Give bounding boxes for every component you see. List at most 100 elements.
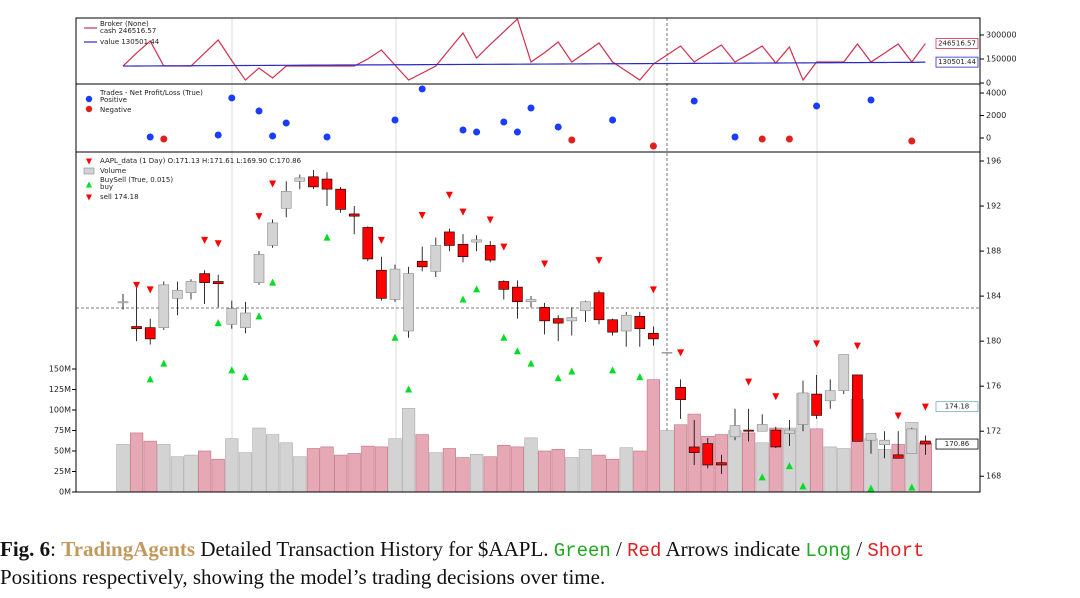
series-line — [122, 17, 926, 82]
crosshair — [76, 18, 980, 492]
sell-marker — [214, 240, 222, 248]
buy-marker — [785, 462, 793, 470]
candle-body — [403, 273, 414, 332]
y2-tick-label: 75M — [54, 426, 71, 435]
volume-bar — [442, 448, 457, 493]
buy-marker — [459, 295, 467, 303]
candle-body — [879, 439, 890, 446]
trade-dot — [418, 85, 426, 93]
candle-body — [158, 284, 170, 328]
candle-body — [892, 454, 904, 459]
volume-bar — [252, 427, 266, 493]
volume-bar — [469, 453, 484, 493]
volume-bar — [238, 452, 253, 493]
y-tick-label: 300000 — [986, 30, 1017, 39]
candle-body — [240, 312, 251, 328]
caption-text: Detailed Transaction History for $AAPL. — [200, 537, 549, 561]
candle-body — [729, 425, 741, 438]
legend-swatch — [85, 105, 93, 113]
volume-bar — [170, 456, 185, 493]
candle-body — [865, 433, 877, 441]
trade-dot — [255, 107, 263, 115]
volume-bar — [157, 444, 171, 493]
candle-body — [593, 292, 605, 321]
trade-dot — [146, 133, 154, 141]
y-tick-label: 150000 — [986, 55, 1017, 64]
volume-bar — [524, 437, 538, 493]
volume-bar — [116, 444, 130, 493]
buy-marker — [500, 333, 508, 341]
candle-body — [620, 314, 632, 332]
buy-marker — [405, 385, 413, 393]
fig-label: Fig. 6 — [0, 537, 51, 561]
candle-body — [702, 443, 714, 466]
volume-bar — [279, 442, 293, 493]
volume-bar — [578, 449, 592, 493]
value-tag — [935, 56, 979, 68]
volume-bar — [320, 446, 334, 493]
candle-body — [688, 446, 700, 453]
sell-marker — [921, 403, 929, 411]
volume-bar — [633, 450, 647, 493]
sell-marker — [853, 342, 861, 350]
series-line — [122, 61, 926, 67]
volume-bar — [374, 446, 389, 493]
candle-body — [267, 222, 278, 246]
buy-marker — [146, 375, 154, 383]
caption-green: Green — [553, 540, 611, 562]
value-tag-label: 170.86 — [945, 440, 970, 448]
y2-tick-label: 0M — [59, 488, 71, 497]
value-tag — [935, 438, 979, 450]
value-tag-label: 246516.57 — [938, 40, 976, 48]
volume-bar — [361, 445, 375, 493]
volume-bar — [415, 434, 429, 493]
candle-body — [362, 227, 374, 260]
candle-body — [321, 178, 333, 190]
candle-body — [906, 428, 918, 455]
candle-body — [784, 429, 795, 434]
candle-body — [539, 307, 550, 322]
volume-bar — [537, 450, 552, 493]
buy-marker — [867, 484, 875, 492]
volume-bar — [143, 440, 157, 493]
buy-marker — [391, 333, 399, 341]
buy-marker — [269, 278, 277, 286]
buy-marker — [241, 373, 249, 381]
y-tick-label: 184 — [986, 292, 1001, 301]
buy-marker — [758, 473, 766, 481]
caption-sep: : — [50, 537, 57, 561]
legend-label: buy — [100, 183, 113, 191]
volume-bar — [619, 447, 633, 493]
y-tick-label: 0 — [986, 79, 991, 88]
legend-title: Trades - Net Profit/Loss (True) — [99, 89, 203, 97]
y2-tick-label: 150M — [49, 364, 71, 373]
volume-bar — [646, 379, 660, 493]
volume-bar — [809, 428, 824, 493]
caption-text: Arrows indicate — [665, 537, 801, 561]
candle-body — [525, 299, 537, 303]
chart: 0 150000 300000 Broker (None)cash 246516.57… — [49, 17, 1017, 497]
volume-bar — [605, 458, 620, 493]
y2-tick-label: 25M — [54, 467, 71, 476]
candle-body — [308, 176, 319, 188]
value-tag — [935, 38, 979, 49]
y2-tick-label: 125M — [49, 385, 71, 394]
caption-slash: / — [856, 537, 863, 561]
candle-body — [376, 269, 387, 299]
candle-body — [484, 245, 496, 261]
trade-dot — [813, 102, 821, 110]
candle-body — [566, 317, 578, 322]
trade-dot — [785, 135, 793, 143]
buy-marker — [513, 347, 521, 355]
buy-marker — [473, 285, 481, 293]
candle-body — [144, 327, 156, 340]
sell-marker — [595, 257, 603, 265]
candle-body — [661, 352, 673, 354]
volume-bar — [429, 452, 443, 493]
y2-tick-label: 100M — [49, 405, 71, 414]
y-tick-label: 172 — [986, 427, 1001, 436]
volume-bar — [293, 456, 307, 493]
legend-swatch — [86, 194, 92, 201]
volume-bar — [130, 432, 144, 493]
candle-body — [607, 319, 618, 333]
